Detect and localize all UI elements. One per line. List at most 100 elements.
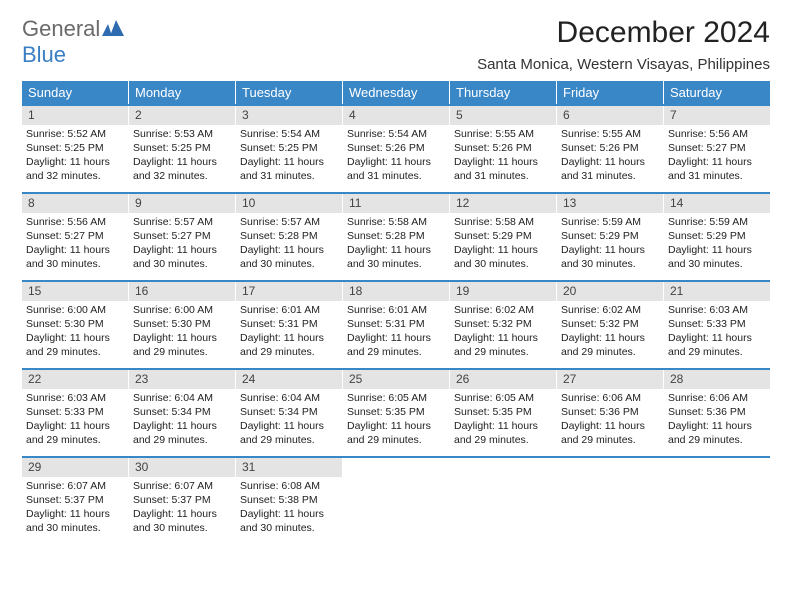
day2-line: and 31 minutes. bbox=[240, 170, 338, 183]
day-number: 5 bbox=[450, 106, 556, 125]
dow-header: Thursday bbox=[450, 81, 557, 104]
day-number: 23 bbox=[129, 370, 235, 389]
sunrise-line: Sunrise: 6:03 AM bbox=[26, 392, 124, 405]
day1-line: Daylight: 11 hours bbox=[240, 332, 338, 345]
day-number: 14 bbox=[664, 194, 770, 213]
sunrise-line: Sunrise: 6:05 AM bbox=[347, 392, 445, 405]
sunset-line: Sunset: 5:37 PM bbox=[26, 494, 124, 507]
day-number: 31 bbox=[236, 458, 342, 477]
dow-header: Friday bbox=[557, 81, 664, 104]
day1-line: Daylight: 11 hours bbox=[133, 156, 231, 169]
day2-line: and 30 minutes. bbox=[240, 258, 338, 271]
dow-header: Saturday bbox=[664, 81, 770, 104]
day2-line: and 30 minutes. bbox=[454, 258, 552, 271]
day2-line: and 29 minutes. bbox=[668, 434, 766, 447]
sunrise-line: Sunrise: 6:07 AM bbox=[26, 480, 124, 493]
sunrise-line: Sunrise: 6:05 AM bbox=[454, 392, 552, 405]
day-body: Sunrise: 5:56 AMSunset: 5:27 PMDaylight:… bbox=[664, 125, 770, 191]
brand-part1: General bbox=[22, 16, 100, 41]
day1-line: Daylight: 11 hours bbox=[347, 332, 445, 345]
day-body: Sunrise: 5:55 AMSunset: 5:26 PMDaylight:… bbox=[557, 125, 663, 191]
sunrise-line: Sunrise: 5:57 AM bbox=[133, 216, 231, 229]
day-number: 26 bbox=[450, 370, 556, 389]
day2-line: and 29 minutes. bbox=[133, 434, 231, 447]
day2-line: and 31 minutes. bbox=[668, 170, 766, 183]
day-cell: 27Sunrise: 6:06 AMSunset: 5:36 PMDayligh… bbox=[557, 370, 664, 456]
sunset-line: Sunset: 5:33 PM bbox=[26, 406, 124, 419]
sunset-line: Sunset: 5:26 PM bbox=[561, 142, 659, 155]
sunrise-line: Sunrise: 5:54 AM bbox=[347, 128, 445, 141]
sunrise-line: Sunrise: 5:57 AM bbox=[240, 216, 338, 229]
day1-line: Daylight: 11 hours bbox=[347, 244, 445, 257]
sunset-line: Sunset: 5:32 PM bbox=[454, 318, 552, 331]
day-number: 18 bbox=[343, 282, 449, 301]
location-label: Santa Monica, Western Visayas, Philippin… bbox=[477, 56, 770, 73]
day-cell: 26Sunrise: 6:05 AMSunset: 5:35 PMDayligh… bbox=[450, 370, 557, 456]
day-number: 13 bbox=[557, 194, 663, 213]
day-cell bbox=[343, 458, 450, 544]
day2-line: and 29 minutes. bbox=[347, 346, 445, 359]
day-cell: 30Sunrise: 6:07 AMSunset: 5:37 PMDayligh… bbox=[129, 458, 236, 544]
sunrise-line: Sunrise: 5:58 AM bbox=[454, 216, 552, 229]
day-cell bbox=[664, 458, 770, 544]
header: General Blue December 2024 Santa Monica,… bbox=[22, 16, 770, 73]
day-number: 11 bbox=[343, 194, 449, 213]
day-cell: 29Sunrise: 6:07 AMSunset: 5:37 PMDayligh… bbox=[22, 458, 129, 544]
day1-line: Daylight: 11 hours bbox=[561, 420, 659, 433]
sunrise-line: Sunrise: 6:01 AM bbox=[240, 304, 338, 317]
brand-part2: Blue bbox=[22, 42, 66, 67]
day2-line: and 29 minutes. bbox=[240, 346, 338, 359]
sunrise-line: Sunrise: 6:01 AM bbox=[347, 304, 445, 317]
day2-line: and 30 minutes. bbox=[133, 522, 231, 535]
day-body: Sunrise: 5:59 AMSunset: 5:29 PMDaylight:… bbox=[664, 213, 770, 279]
day-body: Sunrise: 6:02 AMSunset: 5:32 PMDaylight:… bbox=[557, 301, 663, 367]
day2-line: and 32 minutes. bbox=[26, 170, 124, 183]
sunset-line: Sunset: 5:29 PM bbox=[454, 230, 552, 243]
sunset-line: Sunset: 5:34 PM bbox=[133, 406, 231, 419]
day-body: Sunrise: 5:56 AMSunset: 5:27 PMDaylight:… bbox=[22, 213, 128, 279]
day2-line: and 30 minutes. bbox=[347, 258, 445, 271]
day2-line: and 29 minutes. bbox=[668, 346, 766, 359]
day1-line: Daylight: 11 hours bbox=[240, 420, 338, 433]
day2-line: and 30 minutes. bbox=[133, 258, 231, 271]
day-body: Sunrise: 6:04 AMSunset: 5:34 PMDaylight:… bbox=[129, 389, 235, 455]
sunset-line: Sunset: 5:36 PM bbox=[561, 406, 659, 419]
sunrise-line: Sunrise: 6:02 AM bbox=[561, 304, 659, 317]
day1-line: Daylight: 11 hours bbox=[347, 156, 445, 169]
day-number: 25 bbox=[343, 370, 449, 389]
sunrise-line: Sunrise: 5:59 AM bbox=[561, 216, 659, 229]
day-number: 29 bbox=[22, 458, 128, 477]
day-number: 2 bbox=[129, 106, 235, 125]
day1-line: Daylight: 11 hours bbox=[454, 244, 552, 257]
sunrise-line: Sunrise: 5:54 AM bbox=[240, 128, 338, 141]
day-number: 3 bbox=[236, 106, 342, 125]
day-number: 19 bbox=[450, 282, 556, 301]
day-cell: 19 Sunrise: 6:02 AMSunset: 5:32 PMDayligh… bbox=[450, 282, 557, 368]
sunrise-line: Sunrise: 6:02 AM bbox=[454, 304, 552, 317]
day-body: Sunrise: 5:54 AMSunset: 5:25 PMDaylight:… bbox=[236, 125, 342, 191]
day1-line: Daylight: 11 hours bbox=[454, 332, 552, 345]
day-cell: 4Sunrise: 5:54 AMSunset: 5:26 PMDaylight… bbox=[343, 106, 450, 192]
dow-header: Tuesday bbox=[236, 81, 343, 104]
day-number: 10 bbox=[236, 194, 342, 213]
day-cell: 17Sunrise: 6:01 AMSunset: 5:31 PMDayligh… bbox=[236, 282, 343, 368]
day-body: Sunrise: 6:06 AMSunset: 5:36 PMDaylight:… bbox=[557, 389, 663, 455]
sunset-line: Sunset: 5:36 PM bbox=[668, 406, 766, 419]
day2-line: and 30 minutes. bbox=[668, 258, 766, 271]
logo-text-wrap: General Blue bbox=[22, 16, 126, 68]
day-number: 1 bbox=[22, 106, 128, 125]
week-row: 15Sunrise: 6:00 AMSunset: 5:30 PMDayligh… bbox=[22, 280, 770, 368]
sunrise-line: Sunrise: 5:52 AM bbox=[26, 128, 124, 141]
sunrise-line: Sunrise: 6:00 AM bbox=[26, 304, 124, 317]
sunset-line: Sunset: 5:34 PM bbox=[240, 406, 338, 419]
sunset-line: Sunset: 5:33 PM bbox=[668, 318, 766, 331]
day-cell: 11Sunrise: 5:58 AMSunset: 5:28 PMDayligh… bbox=[343, 194, 450, 280]
day1-line: Daylight: 11 hours bbox=[133, 508, 231, 521]
sunset-line: Sunset: 5:29 PM bbox=[668, 230, 766, 243]
day2-line: and 29 minutes. bbox=[240, 434, 338, 447]
sunrise-line: Sunrise: 5:55 AM bbox=[454, 128, 552, 141]
day-cell: 5Sunrise: 5:55 AMSunset: 5:26 PMDaylight… bbox=[450, 106, 557, 192]
day-cell: 6Sunrise: 5:55 AMSunset: 5:26 PMDaylight… bbox=[557, 106, 664, 192]
sunrise-line: Sunrise: 6:06 AM bbox=[668, 392, 766, 405]
dow-header: Monday bbox=[129, 81, 236, 104]
